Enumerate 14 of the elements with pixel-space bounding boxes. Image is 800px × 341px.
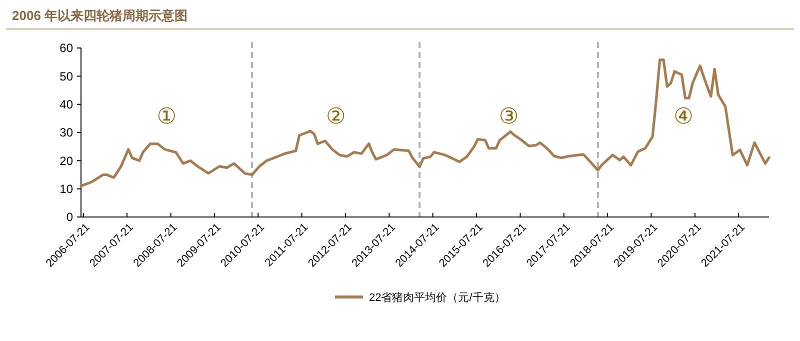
chart-title: 2006 年以来四轮猪周期示意图 [12, 8, 188, 23]
annotation: ② [326, 104, 346, 129]
y-tick-label: 10 [60, 182, 74, 196]
line-series [80, 58, 770, 188]
y-tick-label: 0 [66, 210, 74, 224]
legend-label: 22省猪肉平均价（元/千克） [369, 290, 506, 304]
y-tick-label: 50 [60, 69, 74, 84]
y-tick-label: 40 [60, 98, 74, 112]
annotation: ③ [498, 104, 519, 129]
y-tick-label: 30 [60, 126, 74, 140]
annotation: ① [156, 104, 176, 129]
y-tick-label: 20 [60, 154, 74, 168]
y-tick-label: 60 [60, 41, 74, 56]
annotation: ④ [674, 104, 694, 129]
